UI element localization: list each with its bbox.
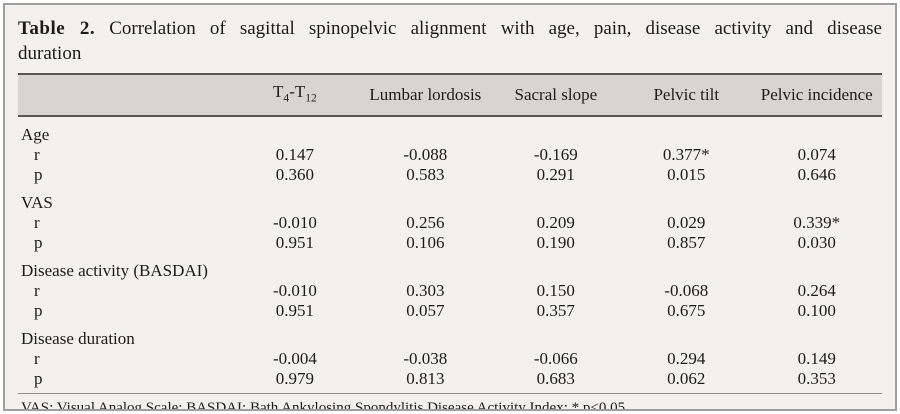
p-value: 0.030 (797, 233, 836, 253)
section-row-disease-duration: Disease duration (18, 321, 882, 349)
correlation-value: 0.294 (667, 349, 706, 369)
correlation-value: -0.169 (533, 145, 578, 165)
correlation-value: -0.066 (533, 349, 578, 369)
p-row: p 0.951 0.057 0.357 0.675 0.100 (18, 301, 882, 321)
r-row: r 0.147 -0.088 -0.169 0.377* 0.074 (18, 145, 882, 165)
row-label-r: r (34, 213, 40, 233)
p-value: 0.062 (667, 369, 706, 389)
column-header-pelvic-tilt: Pelvic tilt (621, 72, 752, 118)
correlation-value: -0.038 (403, 349, 448, 369)
p-value: 0.360 (275, 165, 315, 185)
section-row-vas: VAS (18, 185, 882, 213)
p-value: 0.057 (406, 301, 445, 321)
p-value: 0.357 (536, 301, 575, 321)
column-header-t4-t12: T4-T12 (229, 72, 361, 118)
row-label-r: r (34, 145, 40, 165)
r-row: r -0.004 -0.038 -0.066 0.294 0.149 (18, 349, 882, 369)
correlation-value: -0.010 (272, 281, 317, 301)
p-value: 0.100 (797, 301, 836, 321)
correlation-value: -0.004 (272, 349, 317, 369)
correlation-value: 0.209 (536, 213, 575, 233)
correlation-table: T4-T12 Lumbar lordosis Sacral slope Pelv… (18, 72, 882, 389)
p-value: 0.015 (667, 165, 706, 185)
correlation-value: 0.029 (667, 213, 706, 233)
footnote-text: VAS: Visual Analog Scale; BASDAI: Bath A… (21, 400, 629, 411)
table-caption-line1: Table 2. Correlation of sagittal spinope… (18, 16, 882, 41)
correlation-value: 0.147 (275, 145, 315, 165)
row-label-p: p (34, 165, 43, 185)
spacer-cell (230, 116, 882, 145)
column-header-pelvic-incidence: Pelvic incidence (751, 72, 882, 118)
t4-t12-sub2: 12 (305, 91, 317, 105)
spacer-cell (230, 253, 882, 281)
row-label-r: r (34, 281, 40, 301)
section-label: VAS (21, 193, 53, 213)
p-value: 0.979 (275, 369, 315, 389)
column-header-lumbar-lordosis: Lumbar lordosis (360, 72, 491, 118)
section-row-disease-activity: Disease activity (BASDAI) (18, 253, 882, 281)
table-caption-text: Correlation of sagittal spinopelvic alig… (109, 18, 882, 39)
column-header-sacral-slope: Sacral slope (490, 72, 622, 118)
p-value: 0.646 (797, 165, 836, 185)
section-row-age: Age (18, 116, 882, 145)
p-value: 0.951 (275, 233, 315, 253)
r-row: r -0.010 0.256 0.209 0.029 0.339* (18, 213, 882, 233)
correlation-value: 0.149 (797, 349, 836, 369)
p-row: p 0.951 0.106 0.190 0.857 0.030 (18, 233, 882, 253)
table-caption: Table 2. Correlation of sagittal spinope… (18, 16, 882, 66)
correlation-value: 0.074 (797, 145, 836, 165)
t4-t12-base1: T (273, 82, 284, 101)
p-row: p 0.360 0.583 0.291 0.015 0.646 (18, 165, 882, 185)
table-caption-line2: duration (18, 43, 82, 64)
p-value: 0.813 (406, 369, 445, 389)
section-label: Disease activity (BASDAI) (21, 261, 208, 281)
section-label: Disease duration (21, 329, 135, 349)
correlation-value: -0.068 (664, 281, 709, 301)
p-value: 0.190 (536, 233, 575, 253)
correlation-value: 0.339* (793, 213, 841, 233)
p-value: 0.675 (667, 301, 706, 321)
correlation-value: 0.303 (406, 281, 445, 301)
row-label-p: p (34, 369, 43, 389)
correlation-value: 0.264 (797, 281, 836, 301)
spacer-cell (230, 321, 882, 349)
table-card: Table 2. Correlation of sagittal spinope… (3, 3, 897, 411)
header-empty-cell (18, 72, 230, 118)
correlation-value: -0.088 (403, 145, 448, 165)
correlation-value: 0.150 (536, 281, 575, 301)
row-label-r: r (34, 349, 40, 369)
r-row: r -0.010 0.303 0.150 -0.068 0.264 (18, 281, 882, 301)
p-value: 0.857 (667, 233, 706, 253)
correlation-value: 0.256 (406, 213, 445, 233)
spacer-cell (230, 185, 882, 213)
p-value: 0.353 (797, 369, 836, 389)
p-value: 0.106 (406, 233, 445, 253)
table-footer: VAS: Visual Analog Scale; BASDAI: Bath A… (18, 393, 882, 411)
t4-t12-base2: -T (289, 82, 306, 101)
p-value: 0.583 (406, 165, 445, 185)
table-number: Table 2. (18, 18, 96, 39)
section-label: Age (21, 125, 50, 145)
row-label-p: p (34, 301, 43, 321)
p-value: 0.291 (536, 165, 575, 185)
p-row: p 0.979 0.813 0.683 0.062 0.353 (18, 369, 882, 389)
p-value: 0.683 (536, 369, 575, 389)
correlation-value: -0.010 (272, 213, 317, 233)
t4-t12-sub1: 4 (283, 91, 290, 105)
row-label-p: p (34, 233, 43, 253)
p-value: 0.951 (275, 301, 315, 321)
header-row: T4-T12 Lumbar lordosis Sacral slope Pelv… (18, 72, 882, 118)
correlation-value: 0.377* (662, 145, 710, 165)
